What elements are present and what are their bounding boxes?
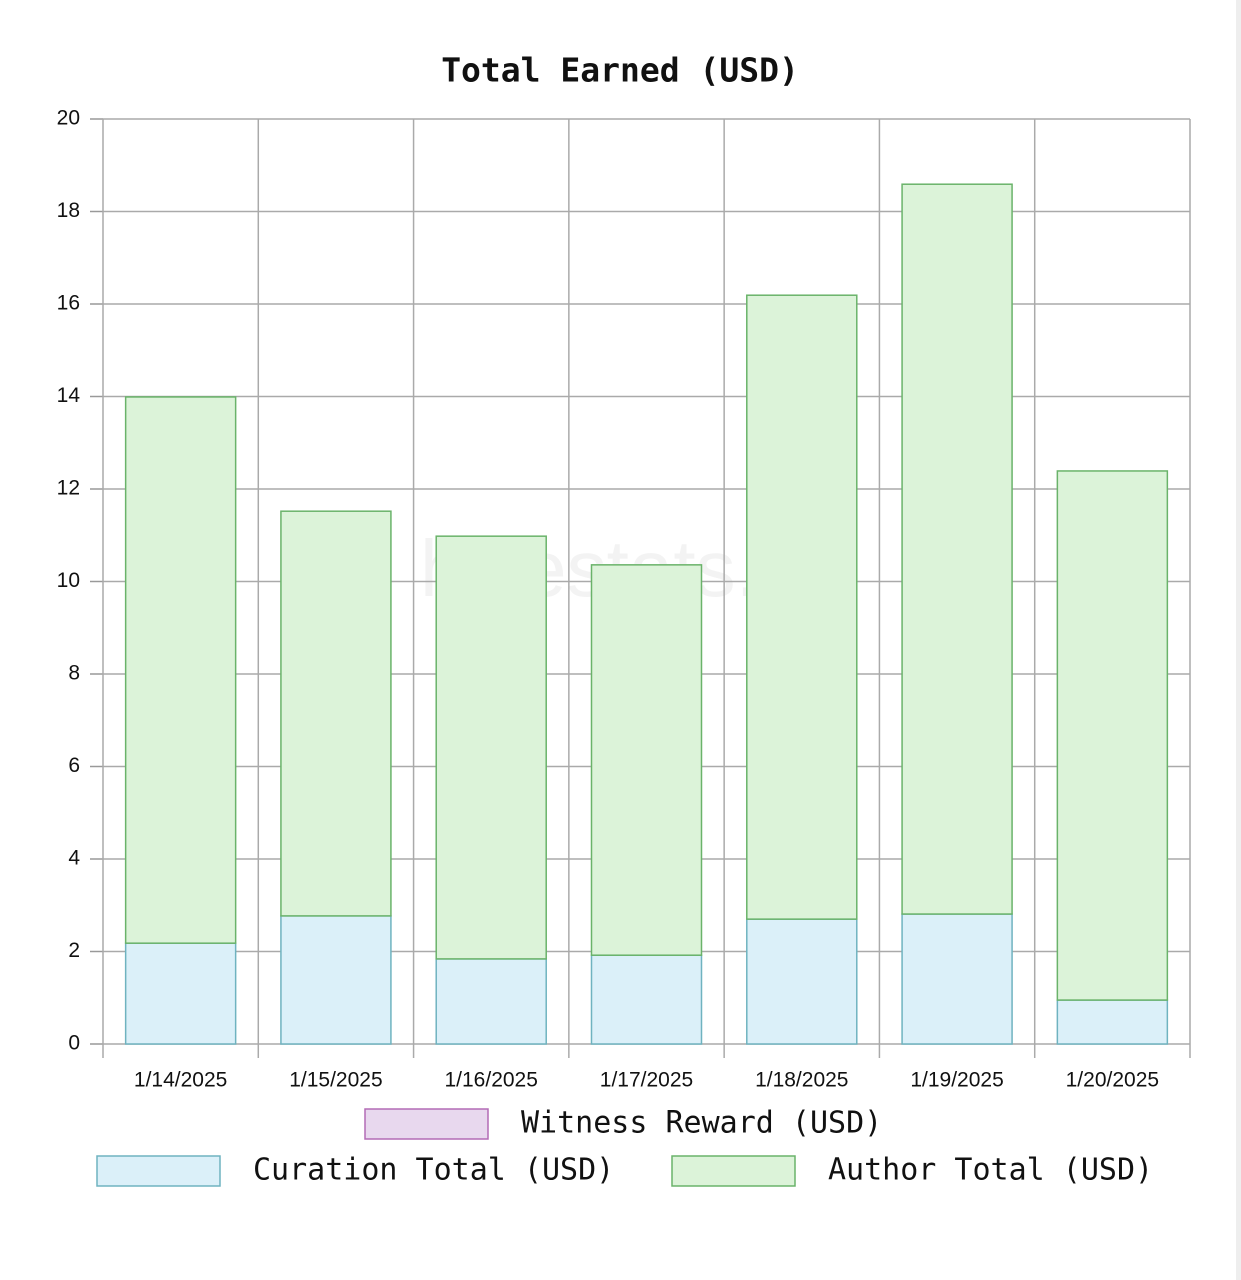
- y-tick-label: 18: [57, 199, 80, 222]
- x-tick-label: 1/14/2025: [134, 1069, 227, 1092]
- bar-segment: [124, 942, 237, 1045]
- bar-segment: [901, 913, 1013, 1045]
- x-tick-label: 1/17/2025: [600, 1069, 693, 1092]
- y-tick-label: 2: [68, 939, 80, 962]
- bar-segment: [1056, 470, 1169, 1001]
- legend-label: Author Total (USD): [828, 1153, 1153, 1188]
- bar-segment: [280, 510, 392, 917]
- bar-segment: [435, 535, 547, 960]
- x-tick-label: 1/20/2025: [1066, 1069, 1159, 1092]
- y-tick-label: 14: [57, 384, 81, 407]
- bar-segment: [435, 958, 547, 1045]
- bar-segment: [590, 954, 703, 1045]
- legend-swatch: [364, 1108, 489, 1140]
- x-tick-label: 1/15/2025: [289, 1069, 382, 1092]
- bar-segment: [590, 564, 703, 956]
- bar-segment: [901, 183, 1013, 915]
- legend-swatch: [96, 1155, 221, 1187]
- y-tick-label: 4: [68, 847, 80, 870]
- legend-label: Witness Reward (USD): [521, 1106, 882, 1141]
- y-tick-label: 6: [68, 754, 80, 777]
- legend-label: Curation Total (USD): [253, 1153, 614, 1188]
- bar-segment: [280, 915, 392, 1045]
- y-tick-label: 0: [68, 1032, 80, 1055]
- y-tick-label: 16: [57, 292, 80, 315]
- x-tick-label: 1/19/2025: [910, 1069, 1003, 1092]
- bar-segment: [746, 918, 858, 1045]
- bar-segment: [746, 294, 858, 920]
- bar-segment: [1056, 999, 1169, 1045]
- x-tick-label: 1/16/2025: [444, 1069, 537, 1092]
- chart-title: Total Earned (USD): [441, 51, 799, 90]
- scroll-edge: [1236, 0, 1241, 1280]
- legend-swatch: [671, 1155, 796, 1187]
- y-tick-label: 20: [57, 107, 80, 130]
- y-tick-label: 10: [57, 569, 80, 592]
- x-tick-label: 1/18/2025: [755, 1069, 848, 1092]
- y-tick-label: 12: [57, 477, 80, 500]
- y-tick-label: 8: [68, 662, 80, 685]
- bar-segment: [124, 396, 237, 944]
